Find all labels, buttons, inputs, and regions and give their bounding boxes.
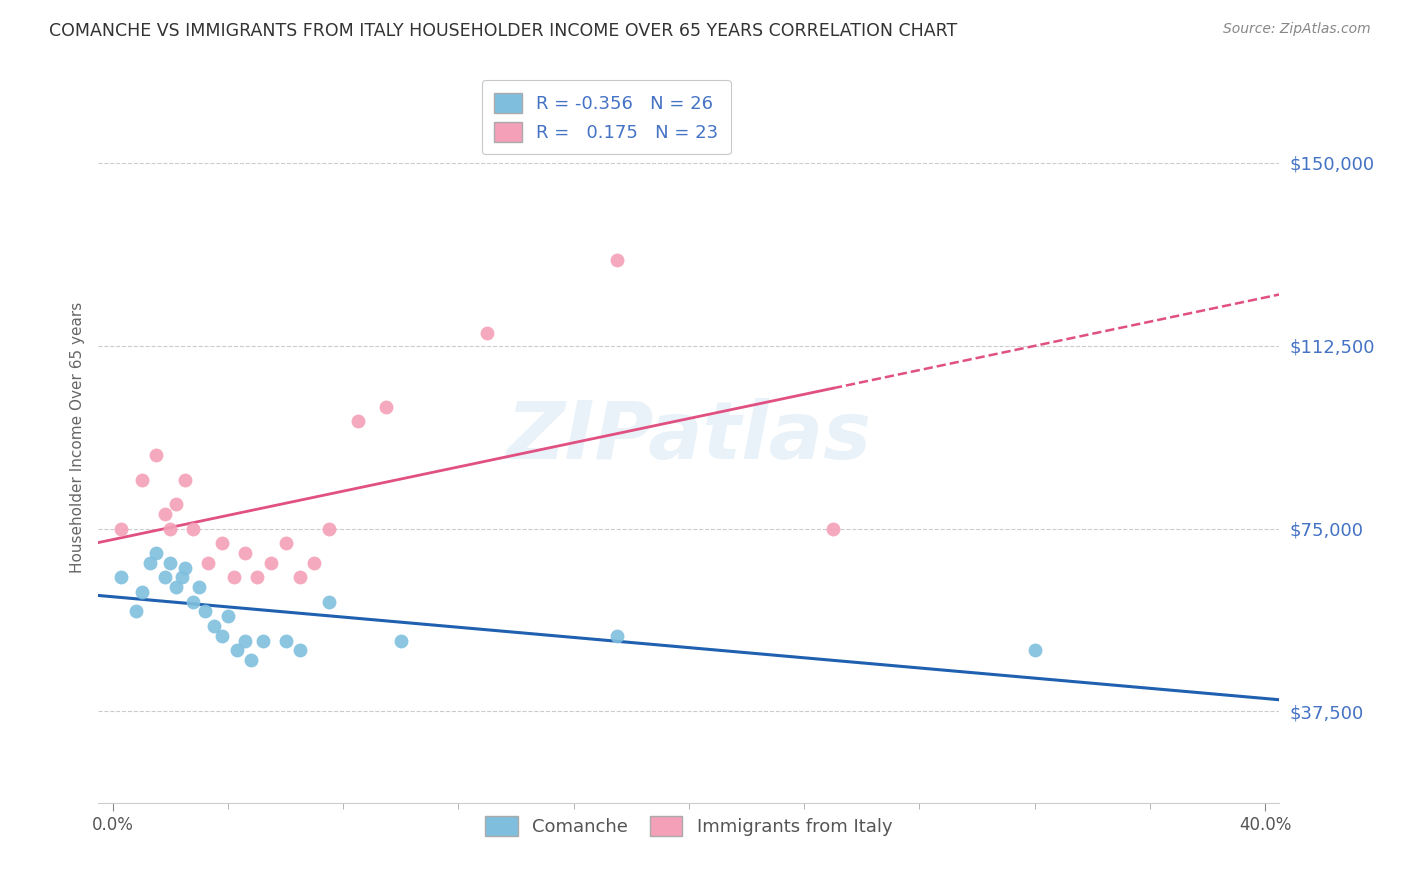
Point xyxy=(188,580,211,594)
Text: COMANCHE VS IMMIGRANTS FROM ITALY HOUSEHOLDER INCOME OVER 65 YEARS CORRELATION C: COMANCHE VS IMMIGRANTS FROM ITALY HOUSEH… xyxy=(49,22,957,40)
Point xyxy=(346,414,368,428)
Point xyxy=(318,521,340,535)
Point xyxy=(288,643,311,657)
Point xyxy=(260,556,283,570)
Point xyxy=(1024,643,1046,657)
Point xyxy=(159,521,181,535)
Point xyxy=(183,594,205,608)
Point xyxy=(183,521,205,535)
Point xyxy=(202,619,225,633)
Point xyxy=(159,556,181,570)
Y-axis label: Householder Income Over 65 years: Householder Income Over 65 years xyxy=(69,301,84,573)
Point xyxy=(274,536,297,550)
Point xyxy=(288,570,311,584)
Point xyxy=(240,653,263,667)
Point xyxy=(131,473,153,487)
Point xyxy=(389,633,412,648)
Point xyxy=(211,536,233,550)
Point xyxy=(165,497,187,511)
Point xyxy=(477,326,499,341)
Point xyxy=(153,570,176,584)
Point xyxy=(217,609,239,624)
Point xyxy=(821,521,844,535)
Point xyxy=(125,604,148,618)
Point xyxy=(173,560,195,574)
Point xyxy=(304,556,326,570)
Point xyxy=(246,570,269,584)
Point xyxy=(222,570,245,584)
Point xyxy=(110,570,132,584)
Point xyxy=(225,643,247,657)
Point xyxy=(252,633,274,648)
Point xyxy=(375,400,398,414)
Point xyxy=(194,604,217,618)
Point xyxy=(197,556,219,570)
Text: Source: ZipAtlas.com: Source: ZipAtlas.com xyxy=(1223,22,1371,37)
Legend: Comanche, Immigrants from Italy: Comanche, Immigrants from Italy xyxy=(477,807,901,845)
Point xyxy=(153,507,176,521)
Point xyxy=(606,253,628,268)
Point xyxy=(211,629,233,643)
Point xyxy=(110,521,132,535)
Point xyxy=(233,633,256,648)
Point xyxy=(145,448,167,462)
Point xyxy=(173,473,195,487)
Point xyxy=(139,556,162,570)
Point xyxy=(233,546,256,560)
Point xyxy=(606,629,628,643)
Text: ZIPatlas: ZIPatlas xyxy=(506,398,872,476)
Point xyxy=(170,570,193,584)
Point xyxy=(318,594,340,608)
Point xyxy=(145,546,167,560)
Point xyxy=(274,633,297,648)
Point xyxy=(165,580,187,594)
Point xyxy=(131,585,153,599)
